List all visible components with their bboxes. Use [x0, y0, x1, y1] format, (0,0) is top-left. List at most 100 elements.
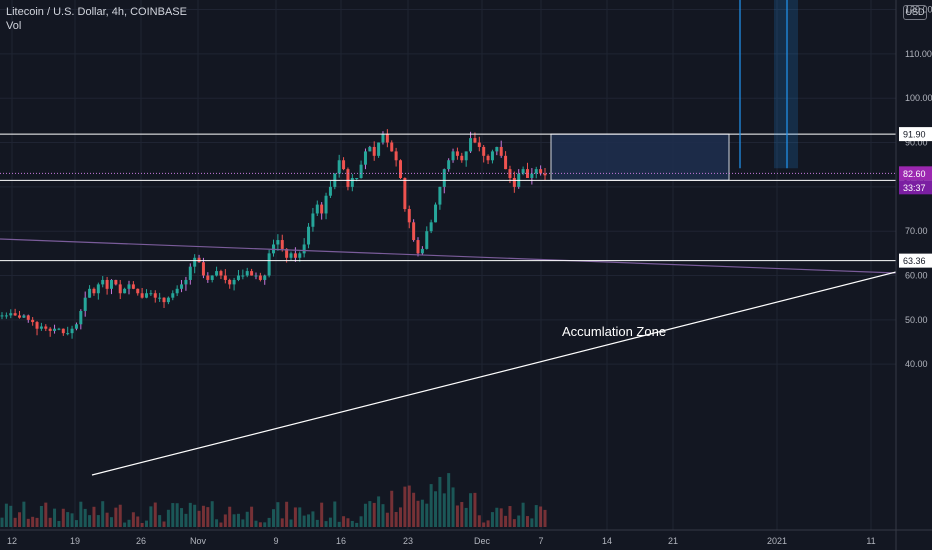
- volume-bar: [442, 493, 446, 527]
- volume-bar: [337, 521, 341, 527]
- candle-body: [346, 169, 350, 187]
- candle-body: [363, 151, 367, 165]
- candle-body: [263, 275, 267, 280]
- volume-legend[interactable]: Vol: [6, 20, 22, 32]
- volume-bar: [188, 502, 192, 527]
- volume-bar: [254, 520, 258, 527]
- volume-bar: [79, 501, 83, 527]
- candle-body: [57, 328, 61, 330]
- time-tick-label: 26: [136, 536, 146, 546]
- currency-button[interactable]: USD: [903, 5, 927, 20]
- candle-body: [372, 146, 376, 156]
- candle-body: [407, 209, 411, 223]
- candle-body: [307, 226, 311, 245]
- volume-bar: [416, 500, 420, 527]
- candle-body: [486, 155, 490, 161]
- candle-body: [197, 257, 201, 263]
- candle-body: [298, 253, 302, 258]
- candle-body: [236, 275, 240, 280]
- volume-bar: [451, 487, 455, 527]
- volume-bars: [0, 473, 547, 527]
- volume-bar: [26, 518, 30, 527]
- candle-body: [184, 279, 188, 285]
- volume-bar: [403, 486, 407, 527]
- candle-body: [175, 288, 179, 294]
- time-tick-label: 19: [70, 536, 80, 546]
- candle-body: [245, 271, 249, 276]
- volume-bar: [377, 496, 381, 527]
- candle-body: [44, 326, 48, 329]
- candle-body: [258, 275, 262, 280]
- volume-bar: [272, 509, 275, 527]
- price-tick-label: 40.00: [905, 359, 928, 369]
- candle-body: [394, 151, 398, 161]
- volume-bar: [302, 515, 306, 527]
- volume-bar: [258, 522, 262, 527]
- candle-body: [368, 146, 372, 152]
- candle-body: [18, 315, 22, 318]
- volume-bar: [394, 511, 398, 527]
- candle-body: [521, 169, 525, 174]
- candle-body: [88, 288, 92, 298]
- volume-bar: [499, 508, 503, 527]
- volume-bar: [385, 512, 389, 527]
- volume-bar: [74, 520, 78, 527]
- volume-bar: [66, 512, 70, 527]
- candle-body: [442, 169, 446, 187]
- candle-body: [280, 240, 284, 249]
- candle-body: [267, 253, 271, 276]
- candle-body: [35, 322, 39, 329]
- candle-body: [403, 177, 407, 210]
- volume-bar: [250, 506, 254, 527]
- volume-bar: [70, 513, 74, 527]
- volume-bar: [158, 515, 162, 527]
- volume-bar: [420, 499, 424, 527]
- volume-bar: [525, 516, 529, 527]
- candle-body: [412, 222, 416, 241]
- candlestick-series: [0, 129, 547, 339]
- candle-body: [118, 284, 122, 294]
- symbol-title[interactable]: Litecoin / U.S. Dollar, 4h, COINBASE: [6, 6, 187, 18]
- volume-bar: [512, 519, 516, 527]
- volume-bar: [276, 502, 280, 527]
- volume-bar: [9, 505, 13, 527]
- volume-bar: [88, 515, 92, 527]
- candle-body: [315, 204, 319, 214]
- candle-body: [398, 160, 402, 178]
- volume-bar: [486, 520, 490, 527]
- volume-bar: [83, 508, 87, 527]
- candle-body: [473, 138, 477, 143]
- volume-bar: [109, 517, 113, 527]
- volume-bar: [48, 517, 52, 527]
- candle-body: [149, 293, 153, 295]
- candle-body: [53, 328, 57, 331]
- volume-bar: [293, 507, 297, 527]
- volume-bar: [504, 515, 508, 527]
- volume-bar: [153, 502, 157, 527]
- volume-bar: [263, 522, 267, 527]
- candle-body: [359, 164, 363, 178]
- volume-bar: [184, 513, 188, 527]
- candle-body: [254, 275, 258, 277]
- candle-body: [70, 328, 74, 334]
- volume-bar: [175, 503, 179, 527]
- candle-body: [324, 195, 328, 214]
- volume-bar: [298, 507, 302, 527]
- volume-bar: [18, 512, 22, 527]
- drawing-lines: [0, 133, 897, 476]
- countdown-tag: [899, 180, 932, 195]
- candle-body: [74, 324, 78, 329]
- volume-bar: [31, 516, 35, 527]
- candle-body: [512, 177, 516, 187]
- candle-body: [250, 271, 254, 276]
- volume-bar: [22, 501, 26, 527]
- candle-body: [390, 142, 394, 152]
- price-tick-label: 60.00: [905, 271, 928, 281]
- candle-body: [495, 146, 499, 152]
- volume-bar: [197, 510, 201, 527]
- price-tick-label: 90.00: [905, 138, 928, 148]
- volume-bar: [473, 492, 477, 527]
- candle-body: [140, 293, 144, 298]
- volume-bar: [447, 473, 451, 527]
